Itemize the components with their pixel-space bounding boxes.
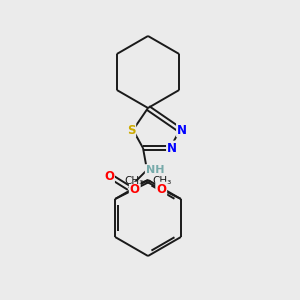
Text: O: O [130,183,140,196]
Text: NH: NH [146,165,164,175]
Text: O: O [104,169,114,182]
Text: S: S [127,124,135,136]
Text: N: N [177,124,187,136]
Text: N: N [167,142,177,154]
Text: CH₃: CH₃ [153,176,172,186]
Text: O: O [156,183,166,196]
Text: CH₃: CH₃ [124,176,143,186]
